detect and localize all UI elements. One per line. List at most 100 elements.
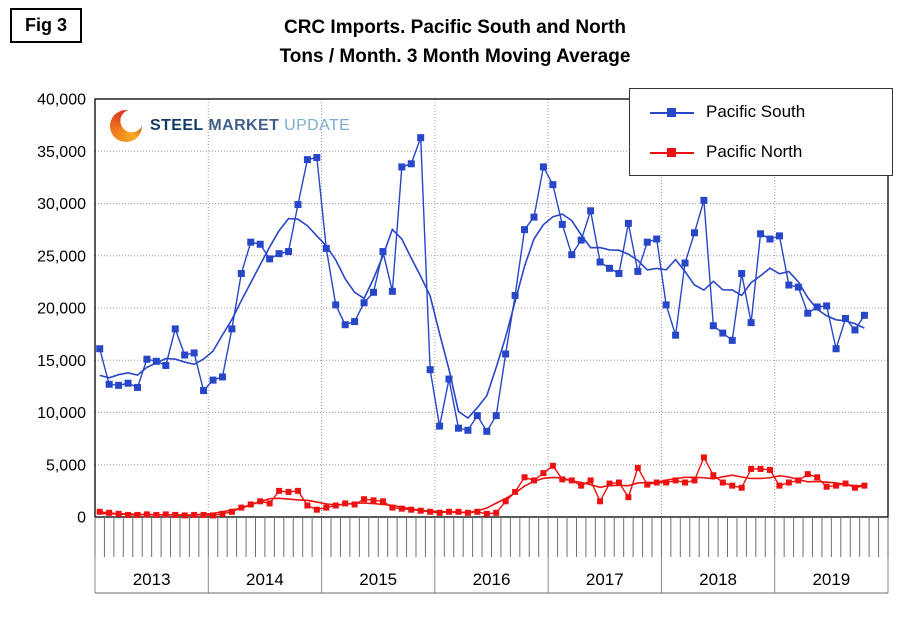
data-point-marker	[407, 160, 415, 168]
data-point-marker	[587, 477, 594, 484]
logo-word-update: UPDATE	[284, 117, 351, 134]
data-point-marker	[436, 509, 443, 516]
svg-text:2016: 2016	[473, 570, 511, 589]
data-point-marker	[511, 291, 519, 299]
data-point-marker	[559, 476, 566, 483]
data-point-marker	[738, 484, 745, 491]
gridlines	[95, 98, 888, 517]
data-point-marker	[134, 511, 141, 518]
data-point-marker	[738, 270, 746, 278]
data-point-marker	[577, 236, 585, 244]
legend-item-pacific-south: Pacific South	[650, 102, 892, 122]
data-point-marker	[493, 509, 500, 516]
data-point-marker	[361, 496, 368, 503]
data-point-marker	[549, 462, 556, 469]
data-point-marker	[276, 487, 283, 494]
data-point-marker	[172, 511, 179, 518]
data-point-marker	[653, 479, 660, 486]
data-point-marker	[313, 154, 321, 162]
data-point-marker	[860, 311, 868, 319]
trend-line	[99, 213, 865, 420]
data-point-marker	[851, 326, 859, 334]
data-point-marker	[322, 244, 330, 252]
data-point-marker	[682, 479, 689, 486]
trend-line	[99, 474, 865, 516]
data-point-marker	[606, 480, 613, 487]
data-point-marker	[700, 454, 707, 461]
legend-label-pacific-south: Pacific South	[706, 102, 806, 121]
data-point-marker	[96, 508, 103, 515]
axes	[94, 98, 889, 594]
data-point-marker	[464, 426, 472, 434]
series-pacific-south	[96, 134, 868, 435]
data-point-marker	[814, 474, 821, 481]
data-point-marker	[379, 498, 386, 505]
data-point-marker	[474, 508, 481, 515]
data-point-marker	[285, 488, 292, 495]
data-point-marker	[266, 255, 274, 263]
data-point-marker	[96, 345, 104, 353]
data-point-marker	[332, 502, 339, 509]
svg-text:5,000: 5,000	[46, 457, 86, 474]
svg-text:40,000: 40,000	[37, 92, 86, 109]
data-point-marker	[408, 506, 415, 513]
data-point-marker	[729, 482, 736, 489]
svg-text:2019: 2019	[812, 570, 850, 589]
data-point-marker	[728, 336, 736, 344]
data-point-marker	[332, 301, 340, 309]
data-point-marker	[502, 350, 510, 358]
logo-word-steel: STEEL	[150, 117, 204, 134]
svg-text:2015: 2015	[359, 570, 397, 589]
data-point-marker	[530, 213, 538, 221]
chart-title-line1: CRC Imports. Pacific South and North	[283, 17, 627, 38]
data-point-marker	[521, 226, 529, 234]
data-point-marker	[238, 504, 245, 511]
data-point-marker	[379, 248, 387, 256]
data-point-marker	[512, 488, 519, 495]
chart-title-line2: Tons / Month. 3 Month Moving Average	[279, 45, 631, 67]
data-point-marker	[521, 474, 528, 481]
data-point-marker	[851, 484, 858, 491]
data-point-marker	[766, 235, 774, 243]
data-point-marker	[568, 477, 575, 484]
data-point-marker	[785, 281, 793, 289]
data-point-marker	[257, 498, 264, 505]
data-point-marker	[370, 497, 377, 504]
data-point-marker	[719, 479, 726, 486]
data-point-marker	[823, 483, 830, 490]
data-point-marker	[454, 424, 462, 432]
data-line	[99, 137, 865, 433]
data-point-marker	[294, 487, 301, 494]
data-point-marker	[483, 510, 490, 517]
data-point-marker	[775, 232, 783, 240]
data-point-marker	[691, 477, 698, 484]
data-point-marker	[502, 498, 509, 505]
svg-text:10,000: 10,000	[37, 405, 86, 422]
data-point-marker	[549, 181, 557, 189]
data-point-marker	[219, 510, 226, 517]
data-point-marker	[785, 479, 792, 486]
data-point-marker	[795, 477, 802, 484]
data-line	[99, 455, 865, 517]
data-point-marker	[464, 509, 471, 516]
data-point-marker	[106, 509, 113, 516]
data-point-marker	[861, 482, 868, 489]
data-point-marker	[748, 465, 755, 472]
data-point-marker	[143, 511, 150, 518]
data-point-marker	[492, 412, 500, 420]
data-point-marker	[540, 470, 547, 477]
figure-number-label: Fig 3	[10, 8, 83, 43]
data-point-marker	[578, 482, 585, 489]
data-point-marker	[152, 357, 160, 365]
data-point-marker	[483, 427, 491, 435]
data-point-marker	[446, 508, 453, 515]
data-point-marker	[757, 230, 765, 238]
smu-swoosh-icon	[110, 110, 142, 142]
data-point-marker	[597, 498, 604, 505]
data-point-marker	[360, 299, 368, 307]
data-point-marker	[266, 500, 273, 507]
data-point-marker	[294, 201, 302, 209]
data-point-marker	[624, 219, 632, 227]
data-point-marker	[341, 321, 349, 329]
data-point-marker	[643, 238, 651, 246]
